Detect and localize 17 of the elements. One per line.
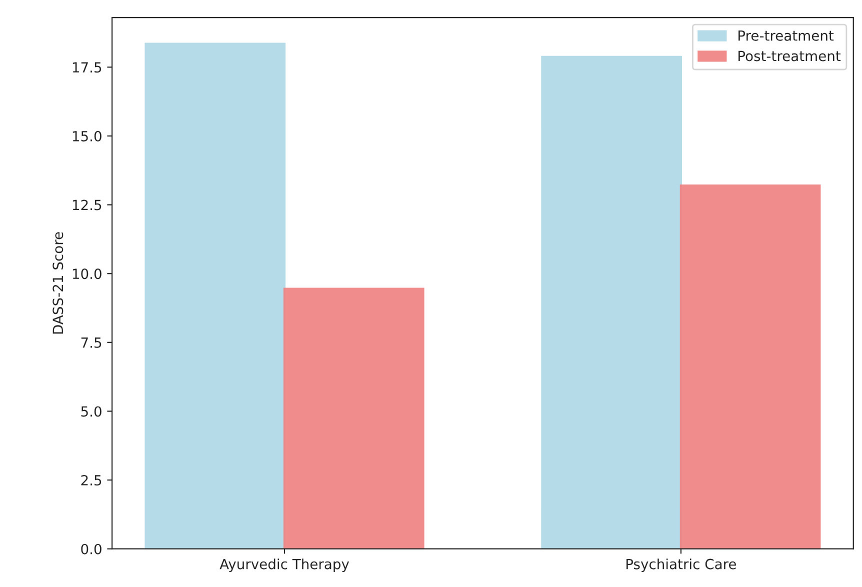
bar xyxy=(680,184,821,549)
y-tick-label: 5.0 xyxy=(81,406,102,417)
y-tick-label: 2.5 xyxy=(81,475,102,486)
y-tick-label: 17.5 xyxy=(72,62,102,73)
bar xyxy=(541,56,682,549)
y-tick-label: 0.0 xyxy=(81,544,102,554)
legend-label: Post-treatment xyxy=(738,50,841,62)
y-tick-label: 7.5 xyxy=(81,338,102,348)
x-tick-label: Ayurvedic Therapy xyxy=(220,558,350,572)
legend-label: Pre-treatment xyxy=(738,30,834,41)
y-tick-label: 10.0 xyxy=(72,268,102,280)
bar xyxy=(144,42,286,549)
x-tick-label: Psychiatric Care xyxy=(626,558,736,572)
y-axis-title: DASS-21 Score xyxy=(52,232,64,334)
y-tick-label: 12.5 xyxy=(72,200,102,210)
y-tick-label: 15.0 xyxy=(72,130,102,142)
bar xyxy=(283,288,424,549)
